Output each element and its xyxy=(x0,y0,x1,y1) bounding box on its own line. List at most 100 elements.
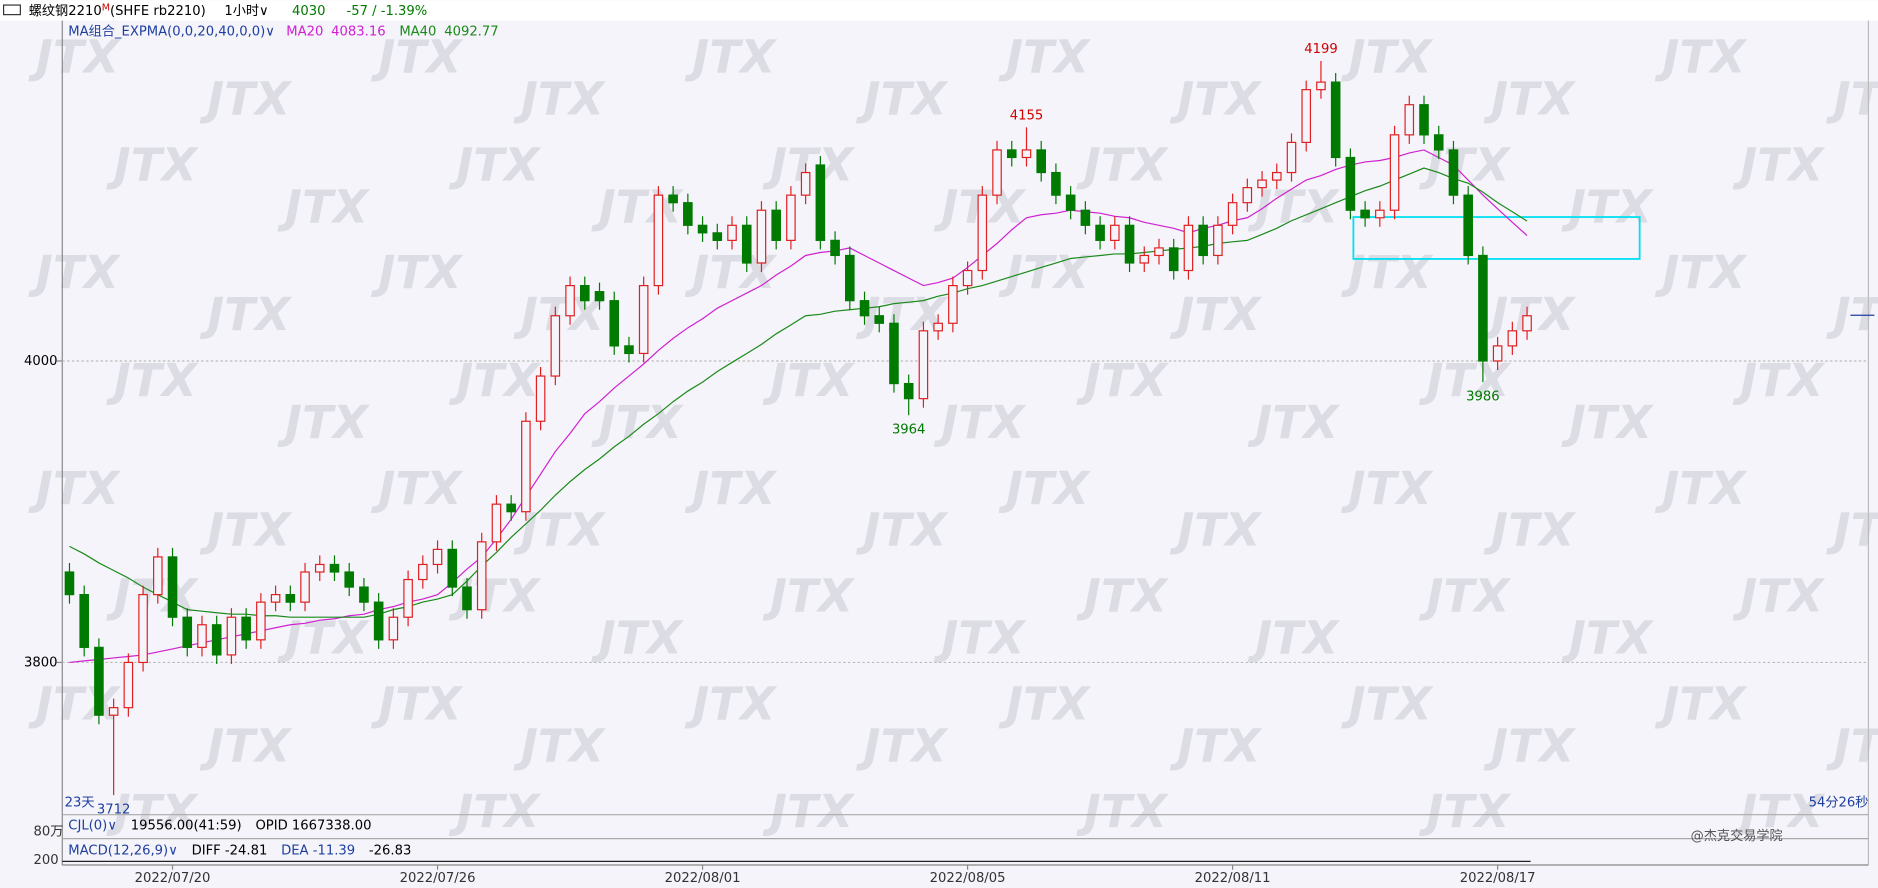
ma-line xyxy=(69,167,1528,618)
watermark: JTX xyxy=(370,677,463,730)
candle-body xyxy=(1271,171,1282,181)
macd-dea: DEA -11.39 xyxy=(281,844,355,859)
candle-body xyxy=(815,164,826,241)
candle-body xyxy=(933,322,943,332)
candle-body xyxy=(1316,81,1326,91)
candle-body xyxy=(977,194,988,272)
watermark: JTX xyxy=(106,138,199,191)
candle-body xyxy=(845,254,855,302)
watermark: JTX xyxy=(1247,612,1340,665)
watermark: JTX xyxy=(933,396,1026,449)
zone-box xyxy=(1352,216,1641,260)
watermark: JTX xyxy=(277,396,370,449)
watermark: JTX xyxy=(513,719,606,772)
watermark: JTX xyxy=(1483,73,1576,126)
period-arrow[interactable]: ∨ xyxy=(259,4,269,19)
x-tick-label: 2022/08/01 xyxy=(665,871,741,886)
candle-body xyxy=(241,616,251,641)
candle-body xyxy=(1286,141,1297,174)
candle-body xyxy=(491,503,502,543)
watermark: JTX xyxy=(1076,785,1169,838)
candle-body xyxy=(521,420,531,513)
legend-value: 4092.77 xyxy=(444,24,498,39)
indicator-name[interactable]: MA组合_EXPMA(0,0,20,40,0,0) xyxy=(68,23,265,39)
candle-body xyxy=(182,616,193,648)
watermark: JTX xyxy=(1561,396,1654,449)
candle-body xyxy=(1448,149,1459,196)
candle-body xyxy=(1478,254,1488,362)
watermark: JTX xyxy=(998,462,1091,515)
candle-body xyxy=(1021,149,1032,159)
watermark: JTX xyxy=(199,288,292,341)
watermark: JTX xyxy=(370,462,463,515)
candle-body xyxy=(653,194,664,287)
watermark: JTX xyxy=(1561,180,1654,233)
candle-body xyxy=(1080,209,1091,226)
candle-body xyxy=(1124,224,1135,264)
x-tick-label: 2022/07/26 xyxy=(400,871,476,886)
countdown: 54分26秒 xyxy=(1809,795,1869,811)
candle-body xyxy=(830,239,840,257)
candle-body xyxy=(1507,330,1518,347)
watermark: JTX xyxy=(684,462,777,515)
candle-body xyxy=(1389,134,1400,211)
watermark: JTX xyxy=(1826,504,1878,557)
candle-body xyxy=(403,578,413,618)
macd-arrow[interactable]: ∨ xyxy=(168,844,178,859)
legend-name: MA20 xyxy=(286,24,323,39)
menu-icon[interactable] xyxy=(2,4,21,16)
candle-body xyxy=(683,202,693,226)
candle-body xyxy=(550,315,561,377)
watermark: JTX xyxy=(684,31,777,84)
panel-axis-label: 80万 xyxy=(34,824,64,839)
candle-body xyxy=(1139,254,1150,264)
watermark: JTX xyxy=(1418,354,1511,407)
candle-body xyxy=(962,269,973,287)
candle-body xyxy=(638,285,649,355)
watermark: JTX xyxy=(1826,288,1878,341)
candle-body xyxy=(1183,224,1194,272)
candle-body xyxy=(1095,224,1105,241)
watermark: JTX xyxy=(1341,462,1434,515)
watermark: JTX xyxy=(370,246,463,299)
period[interactable]: 1小时 xyxy=(224,3,259,19)
watermark: JTX xyxy=(1076,138,1169,191)
watermark: JTX xyxy=(1732,138,1825,191)
watermark: JTX xyxy=(106,570,199,623)
candle-body xyxy=(741,224,752,264)
candle-body xyxy=(123,661,134,709)
indicator-arrow[interactable]: ∨ xyxy=(265,24,275,39)
legend-name: MA40 xyxy=(399,24,436,39)
watermark: JTX xyxy=(1732,785,1825,838)
header: 螺纹钢2210M(SHFE rb2210) 1小时∨ 4030 -57 / -1… xyxy=(29,2,428,19)
watermark: JTX xyxy=(513,504,606,557)
watermark: JTX xyxy=(591,612,684,665)
candle-body xyxy=(535,375,546,422)
volume-legend: CJL(0)∨ 19556.00(41:59) OPID 1667338.00 xyxy=(68,818,371,833)
candle-body xyxy=(1330,81,1341,159)
candle-body xyxy=(1375,209,1385,219)
x-tick-label: 2022/08/05 xyxy=(930,871,1006,886)
watermark: JTX xyxy=(591,180,684,233)
volume-arrow[interactable]: ∨ xyxy=(107,818,117,833)
watermark: JTX xyxy=(762,354,855,407)
candle-body xyxy=(697,224,708,234)
watermark: JTX xyxy=(1341,677,1434,730)
macd-name[interactable]: MACD(12,26,9) xyxy=(68,844,168,859)
candle-body xyxy=(506,503,516,513)
candle-body xyxy=(359,586,369,603)
watermark: JTX xyxy=(684,677,777,730)
y-tick-label: 4000 xyxy=(24,354,57,369)
candle-body xyxy=(1404,104,1415,136)
watermark: JTX xyxy=(1654,31,1747,84)
ma-line xyxy=(69,149,1528,664)
change: -57 / -1.39% xyxy=(346,4,427,19)
candle-body xyxy=(300,571,310,603)
legend-value: 4083.16 xyxy=(331,24,385,39)
watermark: JTX xyxy=(1654,462,1747,515)
candle-body xyxy=(800,171,811,196)
candle-body xyxy=(1168,247,1179,272)
volume-name[interactable]: CJL(0) xyxy=(68,818,107,833)
